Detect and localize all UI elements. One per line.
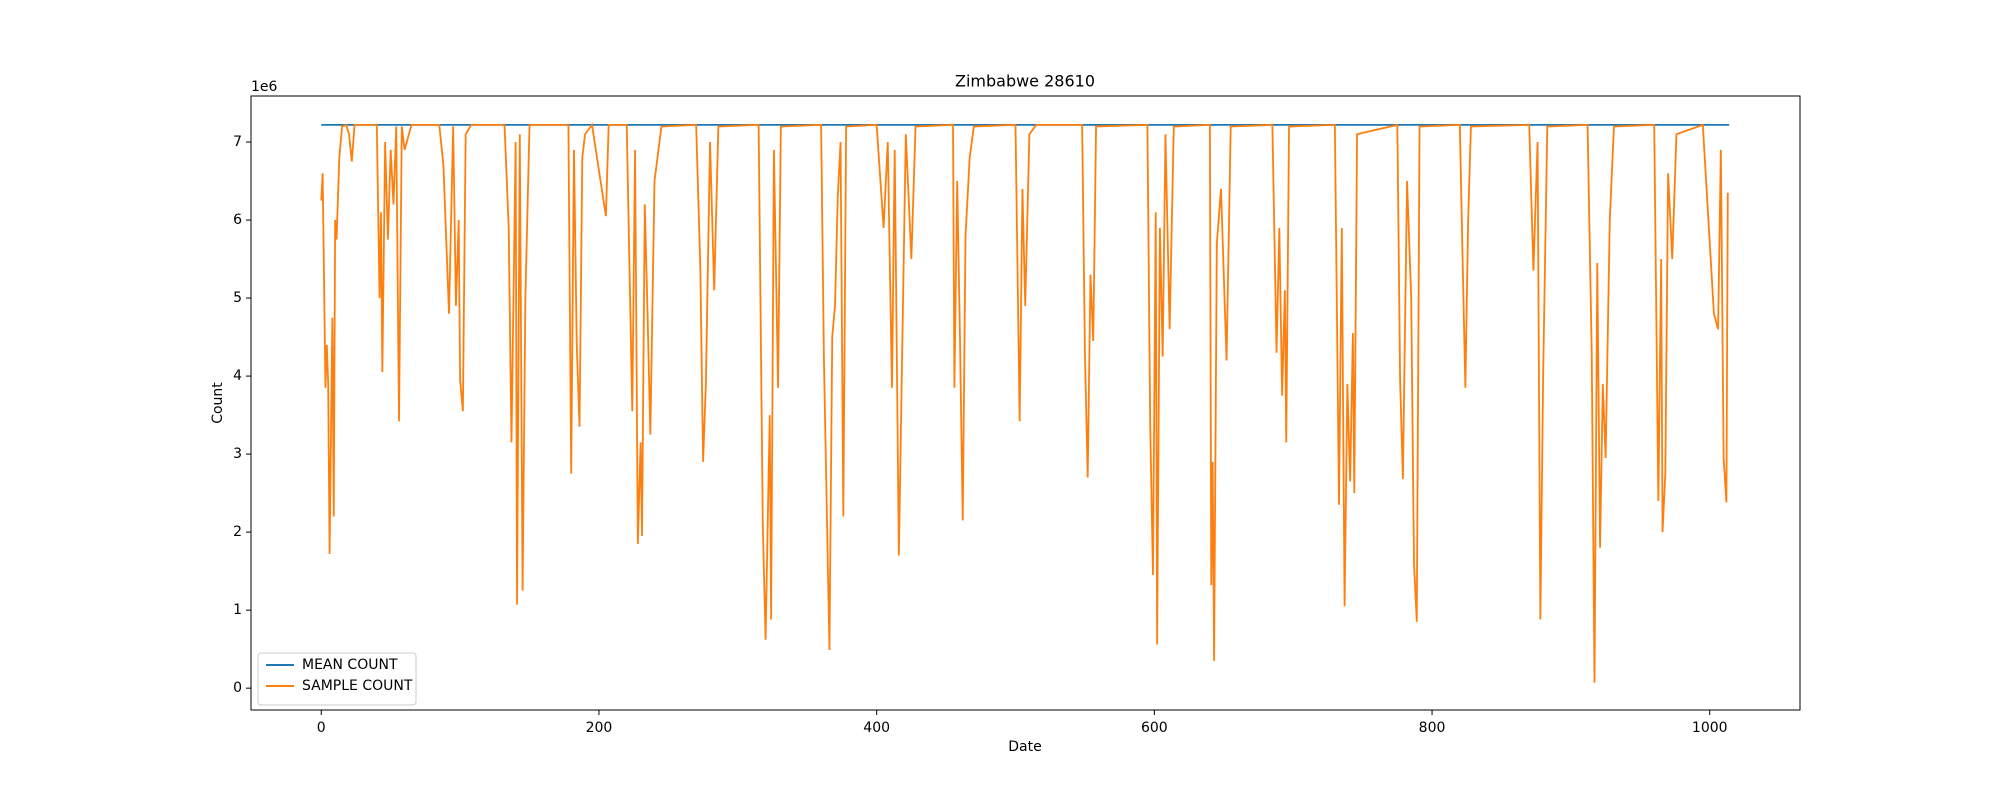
x-tick-label: 400 <box>863 720 890 736</box>
y-tick-label: 7 <box>233 134 242 150</box>
y-tick-label: 2 <box>233 524 242 540</box>
axes-frame <box>250 95 1801 711</box>
y-tick-label: 0 <box>233 680 242 696</box>
y-tick-label: 1 <box>233 602 242 618</box>
x-tick-label: 1000 <box>1692 720 1728 736</box>
legend-label: SAMPLE COUNT <box>302 678 413 694</box>
y-axis-label: Count <box>210 382 226 424</box>
y-tick-label: 3 <box>233 446 242 462</box>
series-line <box>320 122 1729 683</box>
x-tick-label: 0 <box>317 720 326 736</box>
chart-title: Zimbabwe 28610 <box>955 72 1095 91</box>
x-tick-label: 200 <box>586 720 613 736</box>
y-tick-label: 4 <box>233 368 242 384</box>
y-tick-label: 6 <box>233 212 242 228</box>
y-offset-label: 1e6 <box>251 79 278 95</box>
plot-area <box>320 122 1730 683</box>
x-axis-label: Date <box>1008 739 1041 755</box>
x-tick-label: 600 <box>1141 720 1168 736</box>
legend-label: MEAN COUNT <box>302 657 398 673</box>
y-tick-label: 5 <box>233 290 242 306</box>
x-tick-label: 800 <box>1419 720 1446 736</box>
legend-box <box>257 652 417 706</box>
